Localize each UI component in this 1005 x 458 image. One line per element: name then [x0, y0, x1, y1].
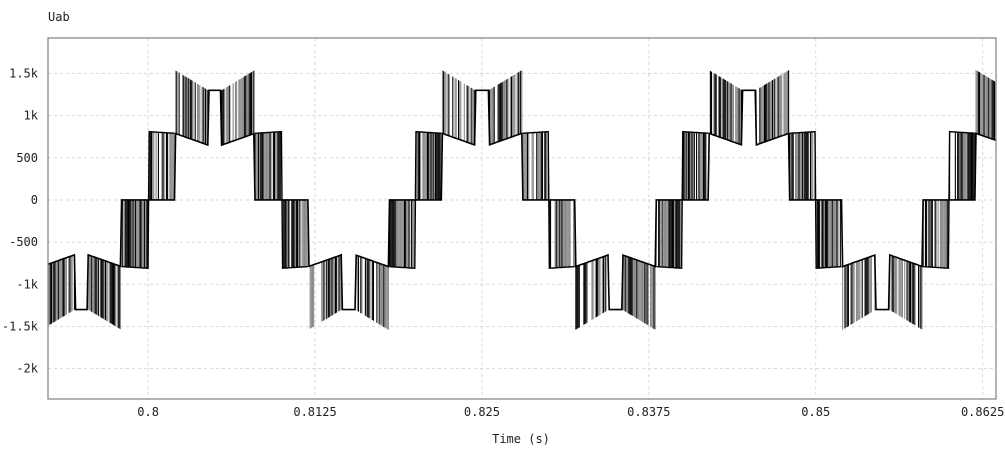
uab-level-line [656, 130, 709, 269]
y-tick-label: -2k [16, 362, 38, 376]
x-tick-label: 0.825 [464, 405, 500, 419]
y-tick-label: 1k [24, 109, 39, 123]
chart-title: Uab [48, 10, 70, 24]
uab-level-line [121, 130, 175, 270]
x-tick-label: 0.8125 [293, 405, 336, 419]
plot-frame [47, 37, 997, 400]
y-tick-label: 500 [16, 151, 38, 165]
uab-level-line [522, 130, 575, 269]
uab-level-line [789, 130, 842, 269]
x-tick-label: 0.85 [801, 405, 830, 419]
y-tick-label: -500 [9, 235, 38, 249]
x-axis-label: Time (s) [492, 432, 550, 446]
y-tick-label: -1k [16, 277, 38, 291]
y-tick-label: 0 [31, 193, 38, 207]
x-tick-label: 0.8 [137, 405, 159, 419]
uab-base-line [47, 89, 996, 311]
y-tick-label: -1.5k [2, 319, 39, 333]
uab-level-line [254, 130, 308, 269]
y-tick-label: 1.5k [9, 66, 39, 80]
uab-level-line [389, 130, 442, 269]
x-tick-label: 0.8375 [627, 405, 670, 419]
uab-level-line [923, 130, 975, 269]
uab-trace [47, 70, 997, 330]
tick-labels: 0.8 0.8125 0.825 0.8375 0.85 0.8625 1.5k 1k 500 0… [2, 66, 1004, 419]
x-tick-label: 0.8625 [961, 405, 1004, 419]
